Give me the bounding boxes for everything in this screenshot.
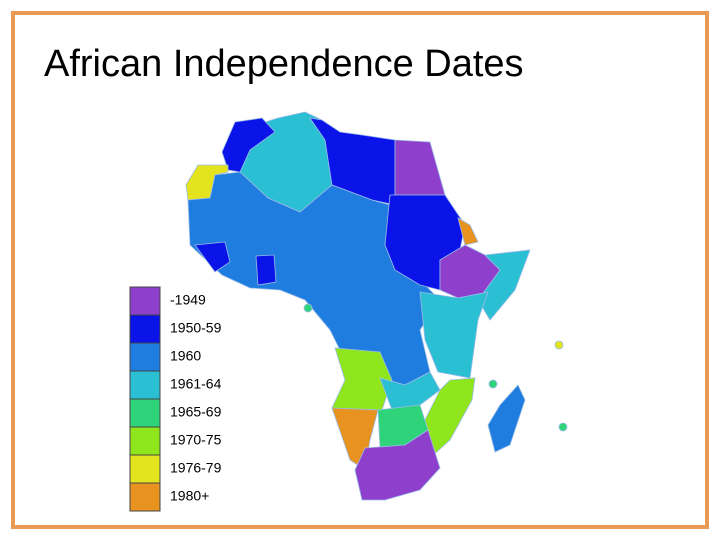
legend-swatch: [129, 398, 161, 428]
region: [255, 254, 277, 286]
region: [487, 384, 526, 453]
legend-swatch: [129, 370, 161, 400]
region: [354, 429, 441, 501]
legend-label: 1960: [170, 348, 201, 364]
africa-map: [185, 111, 568, 501]
legend-swatch: [129, 314, 161, 344]
legend-swatch: [129, 286, 161, 316]
legend-label: 1950-59: [170, 320, 222, 336]
region: [221, 117, 276, 173]
region: [477, 249, 531, 321]
legend-label: 1961-64: [170, 376, 222, 392]
region: [419, 291, 489, 379]
island: [558, 422, 568, 432]
legend-swatch: [129, 342, 161, 372]
legend-label: -1949: [170, 292, 206, 308]
title: African Independence Dates: [44, 43, 524, 85]
island: [554, 340, 564, 350]
island: [303, 303, 313, 313]
legend-swatch: [129, 426, 161, 456]
region: [194, 241, 231, 273]
legend-swatch: [129, 482, 161, 512]
island: [488, 379, 498, 389]
legend: -1949 1950-59 1960 1961-64 1965-69 1970-75 197…: [129, 286, 222, 512]
legend-label: 1980+: [170, 488, 209, 504]
legend-label: 1970-75: [170, 432, 222, 448]
region: [424, 377, 476, 459]
legend-label: 1976-79: [170, 460, 222, 476]
region: [457, 217, 479, 246]
legend-swatch: [129, 454, 161, 484]
legend-label: 1965-69: [170, 404, 222, 420]
